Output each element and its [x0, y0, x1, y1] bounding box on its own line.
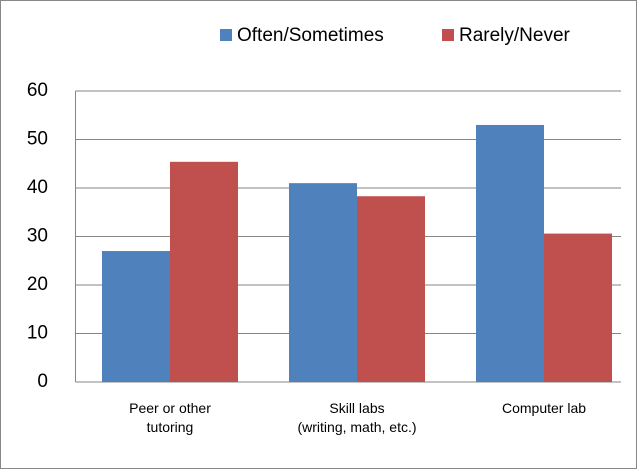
bar — [102, 251, 170, 382]
x-tick-label: Skill labs (writing, math, etc.) — [297, 400, 417, 435]
legend-swatch — [220, 29, 232, 41]
y-tick-label: 30 — [27, 226, 48, 247]
bar — [476, 124, 544, 382]
x-tick-label: Computer lab — [501, 400, 587, 416]
bar — [289, 183, 357, 382]
legend-swatch — [442, 29, 454, 41]
bar — [357, 196, 425, 382]
bar — [170, 161, 238, 382]
y-tick-label: 10 — [27, 323, 48, 344]
y-tick-label: 50 — [27, 129, 48, 150]
y-tick-label: 40 — [27, 177, 48, 198]
legend-label: Often/Sometimes — [237, 25, 384, 46]
y-tick-label: 60 — [27, 80, 48, 101]
y-tick-label: 0 — [37, 371, 48, 392]
x-tick-label: Peer or other tutoring — [129, 400, 211, 435]
bar — [544, 233, 612, 382]
legend-label: Rarely/Never — [459, 25, 571, 46]
y-tick-label: 20 — [27, 274, 48, 295]
